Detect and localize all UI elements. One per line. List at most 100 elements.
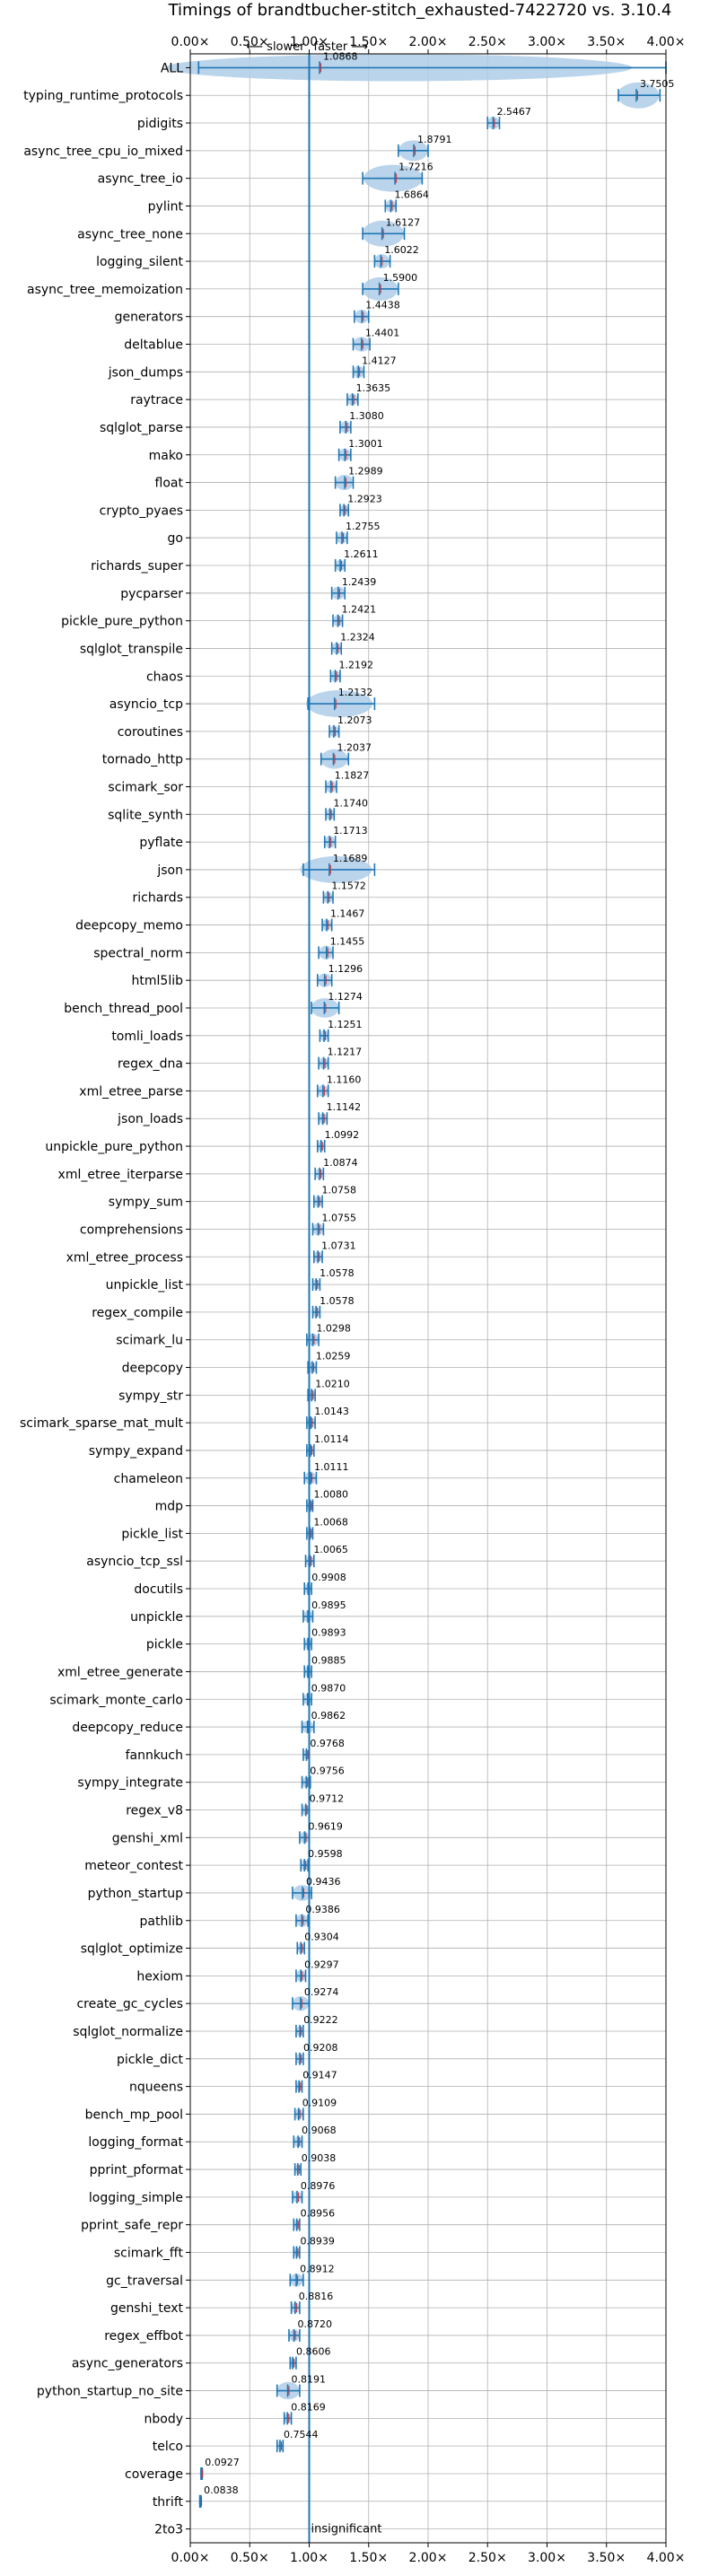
value-label: 1.1827	[335, 769, 370, 781]
value-label: 1.1572	[331, 881, 366, 892]
benchmark-name-label: sympy_str	[118, 1389, 183, 1403]
benchmark-name-label: async_generators	[72, 2357, 183, 2371]
benchmark-name-label: spectral_norm	[93, 946, 183, 960]
x-tick-label-top: 3.50×	[587, 35, 626, 49]
value-label: 1.0755	[322, 1212, 357, 1223]
value-label: 1.1296	[328, 963, 363, 975]
value-label: 0.9870	[311, 1682, 346, 1694]
value-label: 0.9386	[305, 1904, 340, 1915]
value-label: 1.0080	[314, 1489, 349, 1501]
value-label: 0.9297	[304, 1958, 339, 1970]
benchmark-name-label: 2to3	[154, 2523, 183, 2537]
value-label: 0.9038	[302, 2152, 337, 2164]
benchmark-name-label: pickle_list	[121, 1527, 183, 1541]
value-label: 1.1467	[330, 908, 365, 920]
benchmark-name-label: unpickle	[130, 1610, 183, 1625]
value-label: 0.9068	[302, 2125, 337, 2136]
value-label: 1.2421	[342, 604, 377, 616]
value-label: 0.9274	[304, 1986, 339, 1998]
value-label: 1.1251	[328, 1019, 363, 1030]
benchmark-name-label: json_dumps	[108, 365, 183, 380]
benchmark-name-label: pickle_pure_python	[61, 615, 183, 629]
value-label: 0.9893	[311, 1627, 346, 1639]
benchmark-name-label: asyncio_tcp_ssl	[86, 1555, 183, 1569]
value-label: 1.4401	[365, 328, 400, 339]
benchmark-name-label: go	[168, 531, 183, 546]
benchmark-name-label: unpickle_pure_python	[45, 1140, 183, 1154]
benchmark-name-label: chameleon	[114, 1472, 183, 1486]
x-tick-label-top: 1.00×	[290, 35, 328, 49]
value-label: 1.2037	[337, 742, 372, 754]
benchmark-name-label: pprint_safe_repr	[81, 2219, 183, 2233]
benchmark-name-label: tomli_loads	[111, 1030, 183, 1044]
value-label: 0.9712	[310, 1793, 345, 1805]
benchmark-name-label: mdp	[155, 1500, 184, 1514]
x-tick-label-top: 3.00×	[528, 35, 566, 49]
value-label: 1.2755	[346, 521, 381, 532]
value-label: 0.0927	[205, 2457, 240, 2468]
benchmark-name-label: float	[155, 477, 184, 491]
benchmark-name-label: nqueens	[129, 2081, 183, 2095]
benchmark-name-label: python_startup	[88, 1887, 183, 1901]
value-label: 1.2611	[344, 548, 379, 560]
benchmark-name-label: xml_etree_process	[66, 1250, 183, 1265]
benchmark-name-label: pathlib	[140, 1914, 184, 1929]
value-label: 0.9109	[302, 2097, 337, 2108]
benchmark-name-label: create_gc_cycles	[76, 1997, 183, 2011]
benchmark-name-label: regex_dna	[118, 1057, 183, 1072]
value-label: 0.9147	[302, 2070, 337, 2081]
benchmark-name-label: pidigits	[137, 117, 183, 131]
value-label: 1.0874	[323, 1157, 358, 1169]
benchmark-name-label: xml_etree_parse	[79, 1084, 183, 1099]
benchmark-name-label: sqlglot_parse	[100, 421, 183, 435]
value-label: 1.0992	[325, 1129, 360, 1141]
value-label: 0.8912	[300, 2263, 335, 2274]
benchmark-name-label: docutils	[134, 1582, 183, 1597]
benchmark-name-label: sympy_integrate	[77, 1776, 183, 1791]
benchmark-name-label: mako	[149, 449, 183, 463]
value-label: 1.1455	[330, 935, 365, 947]
benchmark-name-label: json	[156, 863, 183, 878]
value-label: 1.0578	[320, 1295, 355, 1307]
value-label: 1.2324	[340, 631, 375, 643]
benchmark-name-label: deepcopy_reduce	[72, 1721, 183, 1735]
value-label: 1.4127	[362, 355, 397, 366]
benchmark-name-label: logging_silent	[96, 255, 183, 269]
value-label: 1.1713	[333, 825, 368, 837]
benchmark-name-label: regex_v8	[126, 1804, 183, 1818]
value-label: 1.1689	[333, 853, 368, 864]
value-label: 1.2989	[348, 466, 383, 478]
benchmark-name-label: async_tree_io	[98, 172, 183, 187]
benchmark-name-label: json_loads	[117, 1112, 183, 1126]
benchmark-name-label: crypto_pyaes	[100, 504, 183, 518]
benchmark-name-label: hexiom	[136, 1969, 183, 1984]
benchmark-name-label: coverage	[125, 2467, 183, 2482]
value-label: 1.7216	[398, 162, 433, 173]
x-tick-label-bottom: 2.50×	[468, 2551, 507, 2565]
benchmark-name-label: bench_mp_pool	[85, 2107, 183, 2122]
benchmark-name-label: pickle	[146, 1638, 183, 1652]
benchmark-name-label: telco	[153, 2440, 183, 2454]
value-label: 1.0143	[314, 1406, 349, 1417]
chart-title: Timings of brandtbucher-stitch_exhausted…	[168, 1, 672, 20]
benchmark-name-label: python_startup_no_site	[37, 2385, 183, 2399]
benchmark-name-label: scimark_monte_carlo	[49, 1693, 183, 1707]
value-label: 1.0259	[316, 1351, 351, 1362]
value-label: 1.2073	[337, 714, 372, 726]
value-label: 1.2192	[339, 659, 374, 670]
value-label: 0.9619	[308, 1820, 343, 1832]
benchmark-name-label: bench_thread_pool	[64, 1002, 183, 1016]
faster-annotation: faster ⟶	[314, 40, 369, 54]
value-label: 1.5900	[383, 272, 418, 284]
slower-annotation: ⟵ slower	[246, 40, 305, 54]
value-label: 0.7544	[284, 2429, 319, 2440]
value-label: 1.2923	[347, 493, 382, 504]
value-label: 1.0758	[322, 1185, 357, 1196]
benchmark-name-label: ALL	[161, 61, 183, 75]
benchmark-name-label: xml_etree_iterparse	[58, 1168, 183, 1182]
x-tick-label-bottom: 3.00×	[528, 2551, 566, 2565]
benchmark-name-label: regex_effbot	[104, 2329, 183, 2344]
value-label: 1.1160	[327, 1073, 362, 1085]
